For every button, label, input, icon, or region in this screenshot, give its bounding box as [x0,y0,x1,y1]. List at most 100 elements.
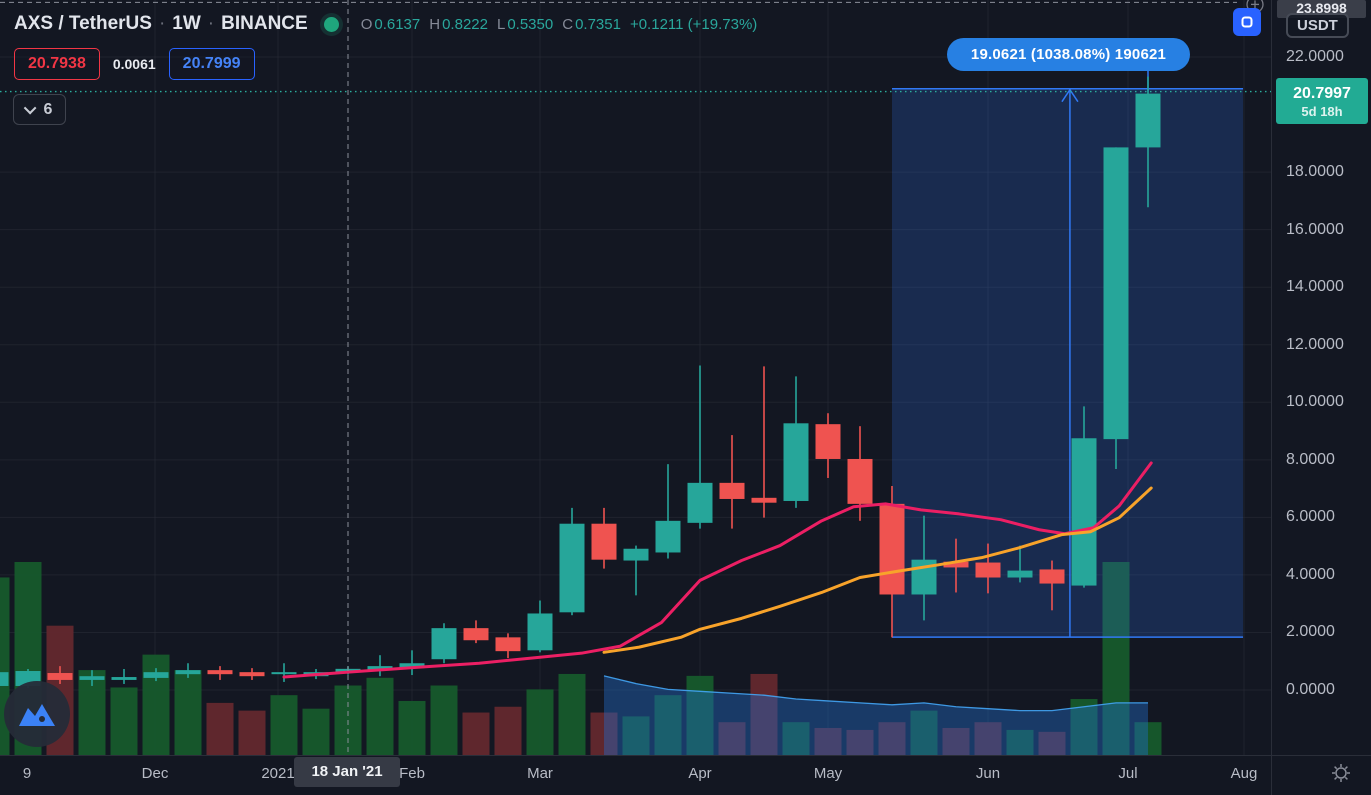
measurement-area [892,88,1244,638]
candle-body [783,423,809,501]
candle-body [1007,570,1033,578]
candle-body [239,672,265,677]
candle-body [79,676,105,680]
currency-toggle[interactable]: USDT [1286,13,1349,38]
measurement-label: 19.0621 (1038.08%) 190621 [947,38,1190,71]
candle-body [623,548,649,561]
spread-value: 0.0061 [112,56,156,72]
candle-body [1039,569,1065,584]
volume-bar [174,670,202,755]
candle-body [463,628,489,641]
candle-body [943,561,969,568]
measurement-arrow-up-icon [1061,88,1079,103]
time-axis-label: 2021 [261,765,295,782]
candle-body [207,670,233,675]
candle-body [975,562,1001,578]
price-tick-label: 16.0000 [1286,220,1344,238]
price-tick-label: 10.0000 [1286,393,1344,411]
chart-settings-button[interactable] [1329,761,1353,790]
indicators-collapse-button[interactable]: 6 [13,94,66,125]
close-value: 0.7351 [575,15,621,33]
symbol-title[interactable]: AXS / TetherUS [14,13,152,34]
volume-bar [686,675,714,755]
bar-countdown: 5d 18h [1301,103,1343,119]
volume-bar [462,712,490,755]
buy-button[interactable]: 20.7999 [168,48,255,80]
high-value: 0.8222 [442,15,488,33]
sell-button[interactable]: 20.7938 [14,48,100,80]
candle-body [1071,438,1097,586]
volume-bar [1134,722,1162,755]
candle-body [143,672,169,678]
candle-body [655,520,681,553]
price-scale[interactable]: 23.8998 USDT 20.7997 5d 18h 22.0000 18.00… [1271,0,1371,755]
price-tick-label: 0.0000 [1286,681,1335,698]
volume-bar [782,722,810,755]
volume-bar [270,695,298,755]
candle-body [527,613,553,651]
price-tick-label: 18.0000 [1286,163,1344,181]
volume-bar [398,700,426,755]
time-axis-label: Dec [141,765,169,782]
price-tick-label: 4.0000 [1286,565,1335,583]
candle-body [0,672,9,686]
candle-body [111,677,137,680]
time-axis[interactable]: 9 Dec 2021 Feb Mar Apr May Jun Jul Aug [0,755,1371,795]
time-axis-label: 9 [22,765,32,782]
rounded-square-icon [1241,16,1253,28]
volume-bar [1006,729,1034,755]
volume-overlay-line [603,675,1148,712]
exchange-label[interactable]: BINANCE [221,13,308,34]
high-label: H [429,15,441,33]
change-value: +0.1211 (+19.73%) [629,15,758,33]
volume-bar [718,722,746,755]
volume-overlay-area [604,675,1148,755]
ma-orange-line [602,486,1153,654]
interval-label[interactable]: 1W [172,13,201,34]
candle-body [399,663,425,669]
price-tick-label: 8.0000 [1286,450,1335,468]
volume-bar [590,712,618,755]
tradingview-logo-button[interactable] [4,681,70,747]
time-axis-label: May [813,765,843,782]
candle-body [431,628,457,660]
volume-bar [1038,731,1066,755]
volume-bar [846,729,874,755]
price-tick-label: 22.0000 [1286,48,1344,66]
time-axis-label: Mar [527,765,553,782]
candle-body [47,673,73,680]
price-tick-label: 6.0000 [1286,508,1335,526]
low-value: 0.5350 [507,15,554,33]
volume-bar [654,695,682,755]
candle-body [271,672,297,675]
separator-dot: · [207,13,215,34]
volume-bar [942,727,970,755]
chart-header: AXS / TetherUS · 1W · BINANCE O 0.6137 H… [14,8,757,40]
expand-chart-button[interactable] [1233,8,1261,36]
volume-bar [302,708,330,755]
volume-bar [814,727,842,755]
candle-body [175,670,201,675]
volume-bar [206,702,234,755]
volume-bar [526,689,554,755]
price-tick-label: 12.0000 [1286,335,1344,353]
volume-bar [494,706,522,755]
candle-body [847,458,873,504]
open-label: O [360,15,373,33]
candle-body [815,424,841,459]
volume-bar [238,710,266,755]
volume-bar [430,685,458,755]
open-value: 0.6137 [374,15,421,33]
candle-body [1135,93,1161,148]
volume-bar [910,710,938,755]
chevron-down-icon [23,101,36,115]
indicators-count: 6 [43,100,53,118]
time-axis-corner [1271,756,1371,795]
candle-body [559,523,585,613]
market-status-icon[interactable] [323,16,339,32]
volume-bar [622,716,650,755]
crosshair-date-label: 18 Jan '21 [294,757,400,787]
volume-bar [1102,562,1130,755]
candle-body [687,482,713,523]
